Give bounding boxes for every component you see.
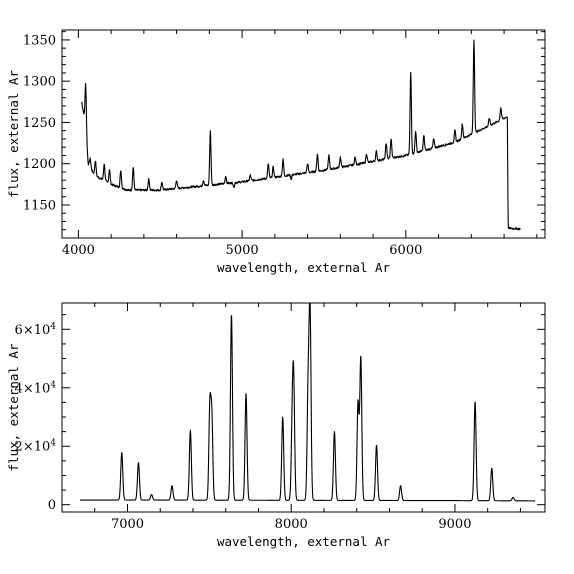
y-tick-label: 1250 <box>23 116 56 131</box>
y-tick-label-exponent: 4 <box>50 380 56 390</box>
x-tick-label: 9000 <box>438 517 471 532</box>
y-tick-label-base: 0 <box>48 498 56 513</box>
y-tick-label-base: 1200 <box>23 157 56 172</box>
y-tick-label-base: 1300 <box>23 75 56 90</box>
x-axis-label: wavelength, external Ar <box>217 534 391 549</box>
plot-frame <box>61 302 546 513</box>
x-tick-label: 7000 <box>111 517 144 532</box>
chart-panel-top: 4000 5000 6000 1150 1200 1250 1300 1350 waveleng… <box>6 29 546 275</box>
y-tick-label: 1150 <box>23 198 56 213</box>
x-tick-label: 4000 <box>62 243 95 258</box>
x-tick-label: 8000 <box>275 517 308 532</box>
y-tick-label: 4×104 <box>15 380 57 396</box>
y-tick-label: 1350 <box>23 33 56 48</box>
spectrum-line <box>81 39 521 231</box>
plot-frame <box>61 29 546 239</box>
y-tick-label: 1300 <box>23 75 56 90</box>
y-tick-label: 1200 <box>23 157 56 172</box>
y-tick-label: 0 <box>48 498 56 513</box>
y-tick-label-base: 1350 <box>23 33 56 48</box>
y-tick-label: 2×104 <box>15 439 57 455</box>
chart-panel-bottom: 7000 8000 900002×1044×1046×104wavelength, … <box>6 302 546 549</box>
x-tick-label: 5000 <box>226 243 259 258</box>
y-tick-label-base: 4×10 <box>15 381 51 396</box>
y-tick-label-base: 1150 <box>23 198 56 213</box>
x-axis-label: wavelength, external Ar <box>217 260 391 275</box>
y-axis-label: flux, external Ar <box>6 343 21 471</box>
x-tick-label: 6000 <box>389 243 422 258</box>
y-axis-label: flux, external Ar <box>6 70 21 198</box>
y-tick-label-base: 2×10 <box>15 440 51 455</box>
y-tick-label: 6×104 <box>15 322 57 338</box>
spectrum-line <box>79 303 536 502</box>
y-tick-label-base: 6×10 <box>15 323 51 338</box>
y-tick-label-exponent: 4 <box>50 439 56 449</box>
y-tick-label-exponent: 4 <box>50 322 56 332</box>
y-tick-label-base: 1250 <box>23 116 56 131</box>
